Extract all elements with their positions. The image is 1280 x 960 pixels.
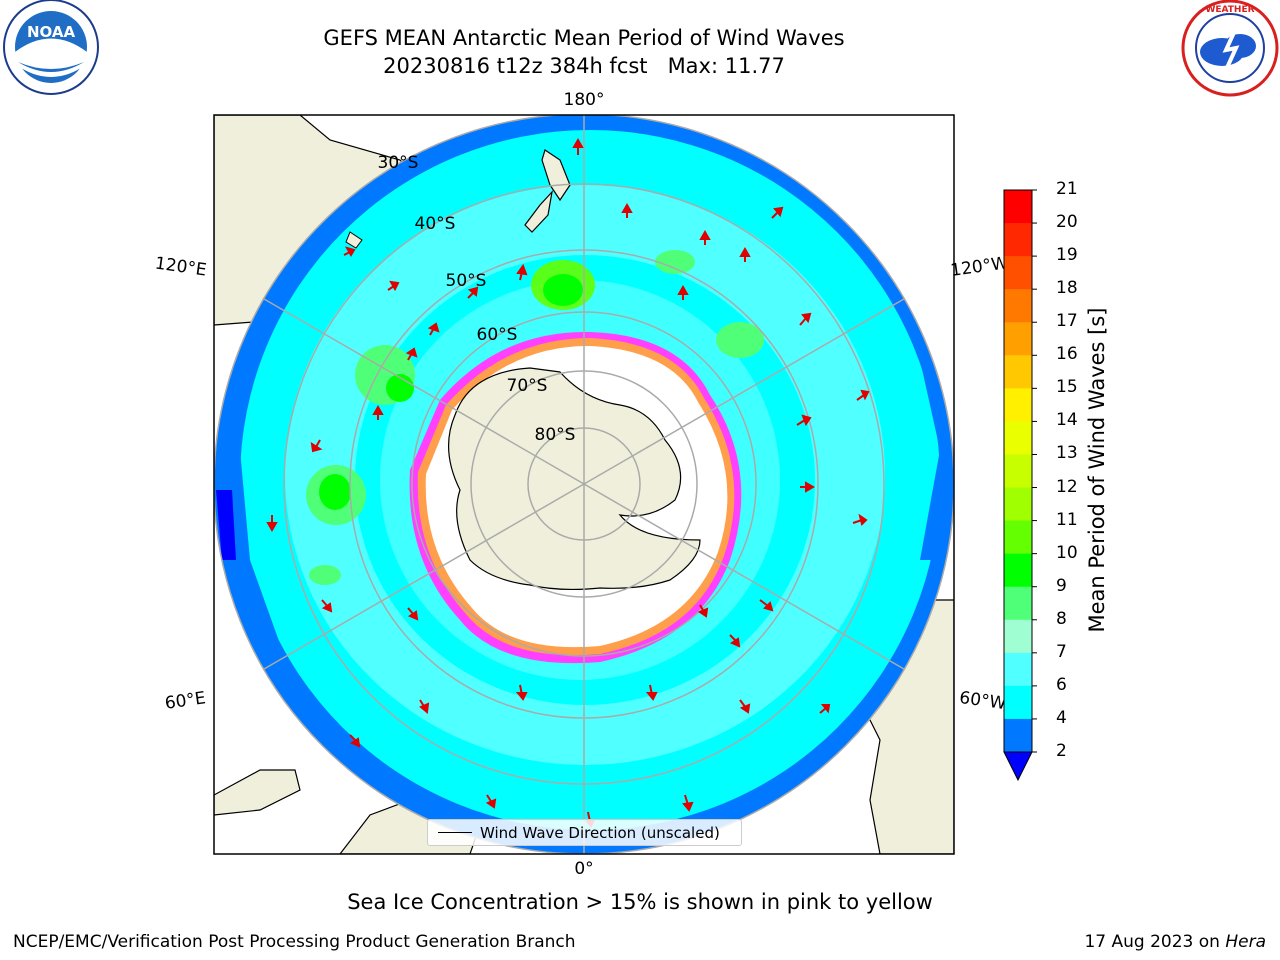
lon-label-60w: 60°W xyxy=(958,688,1007,714)
colorbar-segment xyxy=(1004,652,1032,687)
colorbar-segment xyxy=(1004,355,1032,389)
colorbar-tick-label: 9 xyxy=(1056,575,1067,596)
lon-label-120e: 120°E xyxy=(154,254,208,281)
colorbar-tick-label: 20 xyxy=(1056,212,1078,233)
colorbar-segment xyxy=(1004,586,1032,621)
footer-machine: Hera xyxy=(1225,932,1266,952)
svg-text:WEATHER: WEATHER xyxy=(1205,5,1254,15)
lon-label-120w: 120°W xyxy=(949,253,1009,281)
colorbar-tick-label: 21 xyxy=(1056,179,1078,199)
lat-label-60s: 60°S xyxy=(477,325,518,345)
colorbar-tick-label: 15 xyxy=(1056,377,1078,398)
colorbar-segment xyxy=(1004,388,1032,422)
caption: Sea Ice Concentration > 15% is shown in … xyxy=(347,890,933,914)
nws-logo: WEATHER xyxy=(1181,0,1279,97)
colorbar-tick-label: 11 xyxy=(1056,509,1078,530)
colorbar-tick-label: 2 xyxy=(1056,741,1067,761)
footer-date: 17 Aug 2023 on Hera xyxy=(1084,932,1266,952)
map-subtitle: 20230816 t12z 384h fcst Max: 11.77 xyxy=(383,54,785,78)
colorbar-tick-label: 16 xyxy=(1056,344,1078,365)
colorbar-tick-label: 10 xyxy=(1056,542,1078,563)
colorbar-title: Mean Period of Wind Waves [s] xyxy=(1085,307,1109,633)
colorbar-segment xyxy=(1004,487,1032,522)
colorbar-segment xyxy=(1004,223,1032,257)
legend-text: Wind Wave Direction (unscaled) xyxy=(480,823,720,842)
lat-label-40s: 40°S xyxy=(415,214,456,234)
footer-date-text: 17 Aug 2023 on xyxy=(1084,932,1226,952)
colorbar-tick-label: 19 xyxy=(1056,245,1078,266)
colorbar-tick-label: 17 xyxy=(1056,311,1078,332)
lat-label-50s: 50°S xyxy=(446,271,487,291)
noaa-logo-text: NOAA xyxy=(27,23,76,41)
colorbar-tick-label: 6 xyxy=(1056,674,1067,695)
colorbar-segment xyxy=(1004,718,1032,753)
colorbar-segment xyxy=(1004,553,1032,588)
lon-label-180: 180° xyxy=(564,90,605,110)
colorbar-segment xyxy=(1004,685,1032,720)
lat-label-30s: 30°S xyxy=(378,153,419,173)
colorbar-segment xyxy=(1004,289,1032,323)
colorbar-segment xyxy=(1004,619,1032,654)
colorbar-frame xyxy=(1003,189,1033,753)
lon-label-0: 0° xyxy=(574,859,593,879)
colorbar-extension xyxy=(1003,751,1033,782)
legend-line xyxy=(438,832,472,833)
colorbar-segment xyxy=(1004,190,1032,224)
map-legend: Wind Wave Direction (unscaled) xyxy=(427,819,742,846)
noaa-logo: NOAA xyxy=(3,0,99,95)
colorbar-segment xyxy=(1004,454,1032,489)
colorbar-tick-label: 4 xyxy=(1056,707,1067,728)
colorbar-segment xyxy=(1004,421,1032,455)
lat-label-80s: 80°S xyxy=(535,425,576,445)
colorbar-tick-label: 12 xyxy=(1056,476,1078,497)
colorbar-tick-label: 13 xyxy=(1056,443,1078,464)
map-frame xyxy=(213,114,955,855)
lon-label-60e: 60°E xyxy=(164,688,207,713)
colorbar-tick-label: 7 xyxy=(1056,641,1067,662)
colorbar-tick-label: 8 xyxy=(1056,608,1067,629)
footer-credit: NCEP/EMC/Verification Post Processing Pr… xyxy=(13,932,576,952)
map-title: GEFS MEAN Antarctic Mean Period of Wind … xyxy=(323,26,845,50)
colorbar-segment xyxy=(1004,322,1032,356)
colorbar-segment xyxy=(1004,256,1032,290)
lat-label-70s: 70°S xyxy=(507,376,548,396)
colorbar-segment xyxy=(1004,520,1032,555)
colorbar xyxy=(1003,189,1037,782)
colorbar-tick-label: 14 xyxy=(1056,410,1078,431)
colorbar-tick-label: 18 xyxy=(1056,278,1078,299)
